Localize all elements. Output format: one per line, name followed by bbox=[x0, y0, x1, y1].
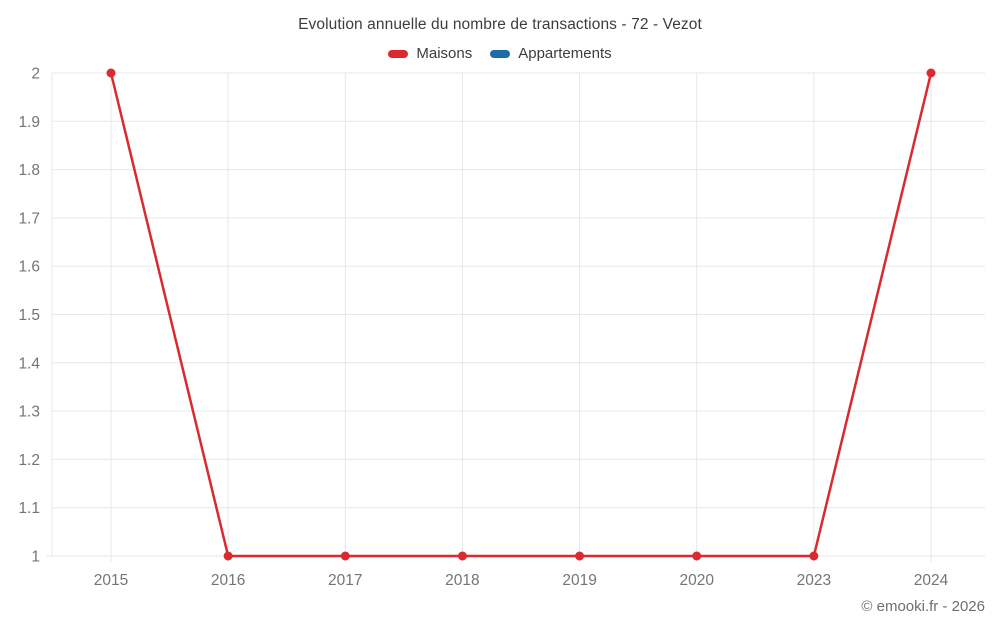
copyright-text: © emooki.fr - 2026 bbox=[861, 598, 985, 615]
legend-label-appartements: Appartements bbox=[518, 45, 612, 62]
svg-text:1.8: 1.8 bbox=[18, 162, 40, 179]
svg-text:1.6: 1.6 bbox=[18, 259, 40, 276]
svg-text:1.5: 1.5 bbox=[18, 307, 40, 324]
svg-text:2018: 2018 bbox=[445, 572, 479, 589]
svg-text:1.4: 1.4 bbox=[18, 355, 40, 372]
svg-text:1: 1 bbox=[31, 549, 40, 566]
svg-text:2020: 2020 bbox=[679, 572, 714, 589]
maisons-swatch-icon bbox=[388, 49, 409, 58]
svg-text:1.2: 1.2 bbox=[18, 452, 40, 469]
svg-text:1.7: 1.7 bbox=[18, 210, 40, 227]
svg-text:2015: 2015 bbox=[94, 572, 128, 589]
svg-text:2016: 2016 bbox=[211, 572, 245, 589]
svg-text:1.9: 1.9 bbox=[18, 114, 40, 131]
appartements-swatch-icon bbox=[490, 49, 511, 58]
svg-text:1.3: 1.3 bbox=[18, 404, 40, 421]
legend-label-maisons: Maisons bbox=[416, 45, 473, 62]
svg-text:2017: 2017 bbox=[328, 572, 362, 589]
svg-text:2: 2 bbox=[31, 66, 40, 83]
svg-text:2024: 2024 bbox=[914, 572, 949, 589]
svg-text:2019: 2019 bbox=[562, 572, 596, 589]
legend-item-appartements[interactable]: Appartements bbox=[490, 45, 612, 62]
legend-item-maisons[interactable]: Maisons bbox=[388, 45, 472, 62]
svg-text:1.1: 1.1 bbox=[18, 500, 40, 517]
chart-legend: Maisons Appartements bbox=[0, 45, 1000, 62]
chart-title: Evolution annuelle du nombre de transact… bbox=[298, 16, 702, 33]
svg-text:2023: 2023 bbox=[797, 572, 831, 589]
